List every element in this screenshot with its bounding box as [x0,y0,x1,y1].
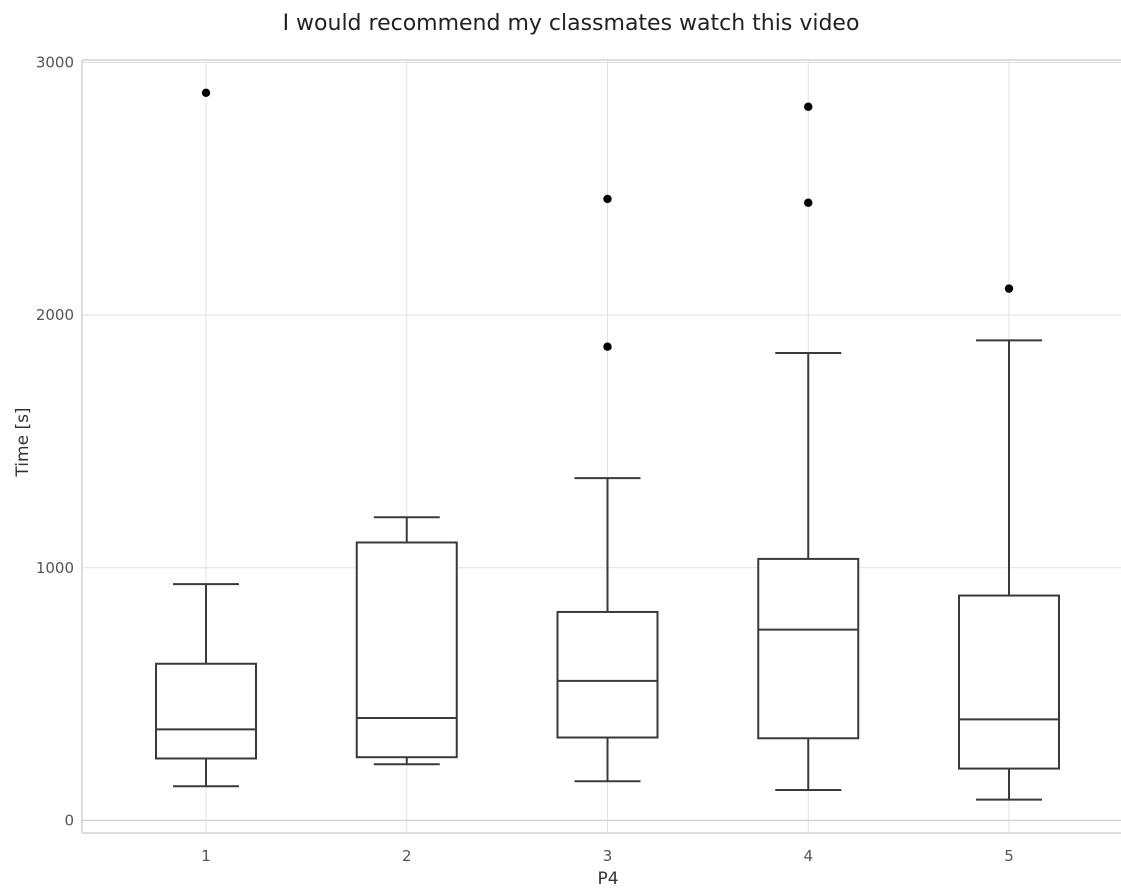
iqr-box [556,610,659,739]
box-series [155,88,1060,801]
x-tick-label: 3 [603,847,613,865]
box-group-2 [355,516,458,766]
box-group-4 [757,102,860,792]
tick-labels: 0 1000 2000 3000 1 2 3 4 5 [36,54,1014,865]
x-tick-label: 5 [1004,847,1014,865]
iqr-box [355,541,458,759]
x-tick-label: 4 [803,847,813,865]
chart-title: I would recommend my classmates watch th… [283,11,860,36]
box-group-5 [958,284,1060,801]
y-tick-label: 3000 [36,54,74,72]
x-axis-label: P4 [597,869,618,888]
iqr-box [958,594,1060,770]
y-tick-label: 1000 [36,559,74,577]
outlier-point [603,194,612,204]
box-group-1 [155,88,257,788]
x-tick-label: 1 [201,847,211,865]
box-group-3 [556,194,659,783]
y-axis-label: Time [s] [13,407,33,477]
outlier-point [603,342,612,351]
iqr-box [155,662,257,760]
iqr-box [757,557,860,740]
outlier-point [804,102,813,111]
outlier-point [804,198,813,207]
y-tick-label: 0 [64,811,74,829]
grid-lines [82,60,1121,833]
outlier-point [1004,284,1014,293]
y-tick-label: 2000 [36,306,74,324]
outlier-point [201,88,211,98]
x-tick-label: 2 [402,847,412,865]
axes [81,59,1121,834]
